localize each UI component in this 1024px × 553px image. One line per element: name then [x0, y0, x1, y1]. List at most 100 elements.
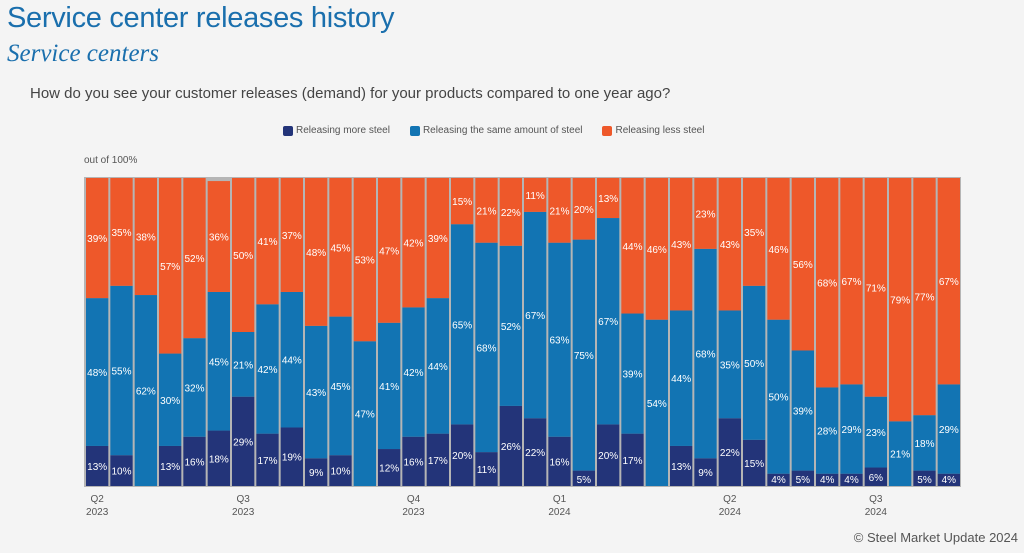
bar-segment-more: [207, 430, 230, 486]
data-label-same: 32%: [184, 383, 204, 394]
bar-segment-more: [256, 433, 279, 486]
bar-segment-same: [329, 316, 352, 456]
data-label-more: 20%: [452, 451, 472, 462]
data-label-more: 13%: [671, 462, 691, 473]
bar-segment-less: [889, 178, 912, 422]
data-label-same: 29%: [841, 425, 861, 436]
data-label-same: 50%: [768, 393, 788, 404]
data-label-less: 71%: [866, 283, 886, 294]
bar-segment-less: [645, 178, 668, 320]
data-label-less: 37%: [282, 231, 302, 242]
data-label-less: 53%: [355, 256, 375, 267]
data-label-more: 5%: [577, 475, 592, 486]
bar-segment-more: [426, 433, 449, 486]
data-label-same: 52%: [501, 322, 521, 333]
bar-segment-less: [937, 178, 960, 385]
data-label-less: 45%: [330, 243, 350, 254]
bar-segment-same: [451, 224, 474, 425]
data-label-more: 26%: [501, 442, 521, 453]
bar-segment-more: [524, 418, 547, 486]
legend: Releasing more steel Releasing the same …: [283, 125, 704, 136]
data-label-same: 67%: [525, 311, 545, 322]
bar-segment-less: [353, 178, 376, 342]
bar-segment-less: [597, 178, 620, 219]
data-label-less: 68%: [817, 279, 837, 290]
bar-segment-less: [864, 178, 887, 397]
data-label-less: 23%: [695, 209, 715, 220]
copyright: © Steel Market Update 2024: [853, 530, 1018, 545]
bar-segment-more: [743, 439, 766, 486]
bar-segment-same: [134, 295, 157, 486]
data-label-more: 9%: [309, 468, 324, 479]
data-label-more: 4%: [942, 475, 957, 486]
bar-segment-more: [937, 473, 960, 486]
data-label-less: 39%: [428, 234, 448, 245]
bar-segment-more: [840, 473, 863, 486]
data-label-more: 29%: [233, 437, 253, 448]
data-label-less: 20%: [574, 205, 594, 216]
bar-segment-less: [670, 178, 693, 311]
data-label-same: 21%: [233, 360, 253, 371]
bar-segment-same: [86, 298, 109, 446]
bar-segment-same: [256, 304, 279, 434]
data-label-same: 45%: [330, 382, 350, 393]
data-label-less: 46%: [647, 245, 667, 256]
data-label-less: 43%: [671, 240, 691, 251]
bar-segment-same: [110, 285, 133, 456]
data-label-same: 65%: [452, 320, 472, 331]
data-label-more: 9%: [698, 468, 713, 479]
x-tick-label-quarter: Q2: [723, 494, 737, 505]
bar-segment-more: [232, 396, 255, 486]
legend-item-more: Releasing more steel: [283, 125, 390, 136]
data-label-same: 41%: [379, 382, 399, 393]
bar-segment-same: [499, 245, 522, 406]
bar-segment-less: [183, 178, 206, 339]
data-label-more: 17%: [622, 456, 642, 467]
data-label-same: 42%: [257, 365, 277, 376]
bar-segment-less: [305, 178, 328, 326]
data-label-more: 15%: [744, 459, 764, 470]
bar-segment-less: [475, 178, 498, 243]
bar-segment-more: [159, 445, 182, 486]
bar-segment-less: [840, 178, 863, 385]
x-tick-label-quarter: Q1: [553, 494, 567, 505]
data-label-same: 54%: [647, 399, 667, 410]
data-label-less: 36%: [209, 233, 229, 244]
legend-label-same: Releasing the same amount of steel: [422, 125, 583, 136]
bar-segment-less: [621, 178, 644, 314]
bar-segment-more: [864, 467, 887, 486]
legend-item-less: Releasing less steel: [602, 125, 704, 136]
data-label-less: 21%: [476, 206, 496, 217]
data-label-more: 20%: [598, 451, 618, 462]
bar-segment-same: [767, 319, 790, 474]
data-label-less: 50%: [233, 251, 253, 262]
data-label-less: 42%: [403, 239, 423, 250]
x-tick-label-year: 2024: [865, 507, 888, 518]
data-label-same: 21%: [890, 450, 910, 461]
bar-segment-more: [597, 424, 620, 486]
data-label-less: 77%: [914, 293, 934, 304]
bar-segment-more: [548, 436, 571, 486]
data-label-less: 47%: [379, 246, 399, 257]
data-label-same: 18%: [914, 439, 934, 450]
data-label-less: 21%: [549, 206, 569, 217]
data-label-same: 45%: [209, 357, 229, 368]
bar-segment-less: [426, 178, 449, 299]
bar-segment-more: [913, 470, 936, 486]
bar-segment-same: [232, 332, 255, 397]
data-label-same: 44%: [282, 356, 302, 367]
data-label-same: 23%: [866, 428, 886, 439]
bar-segment-less: [767, 178, 790, 320]
data-label-more: 13%: [87, 462, 107, 473]
data-label-same: 48%: [87, 368, 107, 379]
bar-segment-more: [816, 473, 839, 486]
bar-segment-same: [378, 322, 401, 450]
bar-segment-less: [159, 178, 182, 354]
bar-segment-more: [718, 418, 741, 486]
data-label-same: 68%: [476, 343, 496, 354]
x-tick-label-quarter: Q3: [869, 494, 883, 505]
data-label-same: 68%: [695, 350, 715, 361]
data-label-same: 67%: [598, 317, 618, 328]
bar-segment-less: [451, 178, 474, 225]
data-label-less: 41%: [257, 237, 277, 248]
